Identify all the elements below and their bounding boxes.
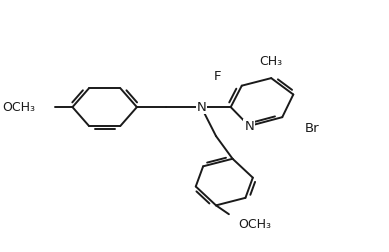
Text: Br: Br <box>304 122 319 135</box>
Text: N: N <box>244 119 254 133</box>
Text: OCH₃: OCH₃ <box>3 101 36 114</box>
Text: F: F <box>214 70 221 83</box>
Text: OCH₃: OCH₃ <box>238 218 271 231</box>
Text: N: N <box>196 101 206 114</box>
Text: CH₃: CH₃ <box>259 55 282 68</box>
